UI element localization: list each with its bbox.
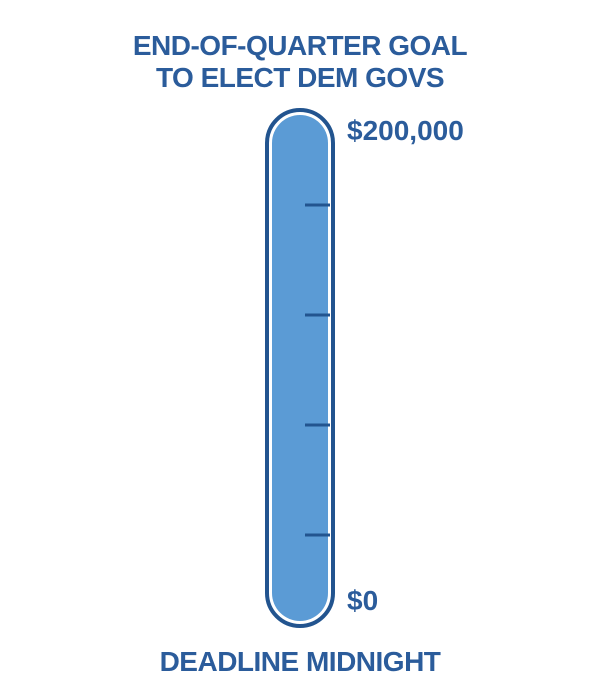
deadline-text: DEADLINE MIDNIGHT (159, 646, 441, 677)
goal-title-line-2: TO ELECT DEM GOVS (155, 62, 445, 93)
goal-max-label: $200,000 (347, 115, 464, 146)
goal-min-label: $0 (347, 585, 379, 616)
goal-title: END-OF-QUARTER GOAL TO ELECT DEM GOVS (0, 30, 600, 94)
thermometer-fill (272, 115, 328, 621)
thermometer-ticks (305, 203, 330, 537)
goal-title-line-1: END-OF-QUARTER GOAL (132, 30, 468, 61)
